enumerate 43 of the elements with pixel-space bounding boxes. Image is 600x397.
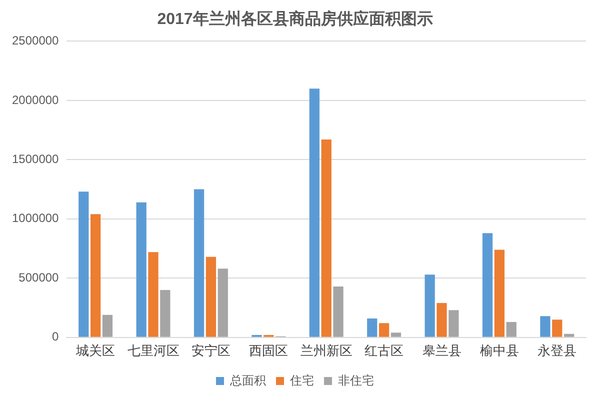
bar — [424, 274, 435, 337]
bar — [436, 303, 447, 337]
bar — [102, 314, 113, 337]
y-tick-label: 1000000 — [12, 211, 60, 226]
y-tick-label: 2000000 — [12, 92, 60, 107]
bar — [367, 318, 378, 337]
bar — [482, 233, 493, 337]
bar — [540, 316, 550, 337]
bar — [506, 322, 516, 337]
bar — [148, 252, 158, 337]
y-tick-label: 500000 — [18, 270, 60, 284]
bar — [494, 250, 505, 337]
bar — [552, 320, 562, 337]
x-tick-label: 榆中县 — [480, 342, 519, 358]
legend-label: 总面积 — [229, 373, 266, 388]
chart-title: 2017年兰州各区县商品房供应面积图示 — [157, 9, 433, 28]
bar — [194, 189, 204, 337]
bar — [78, 192, 89, 337]
x-tick-label: 永登县 — [538, 342, 577, 358]
x-tick-label: 红古区 — [364, 342, 404, 358]
bar — [333, 286, 344, 337]
bar — [136, 202, 146, 337]
x-tick-label: 西固区 — [249, 342, 288, 358]
y-tick-label: 1500000 — [12, 152, 60, 166]
y-tick-label: 0 — [52, 330, 60, 344]
x-tick-label: 城关区 — [75, 342, 116, 358]
y-tick-label: 2500000 — [12, 34, 60, 48]
bar — [448, 310, 459, 337]
bar — [390, 332, 402, 337]
x-tick-label: 安宁区 — [191, 342, 230, 358]
bar — [160, 290, 170, 337]
bar — [90, 214, 101, 337]
bar — [321, 140, 332, 337]
bar — [309, 88, 320, 337]
bar — [378, 323, 390, 337]
x-tick-label: 皋兰县 — [422, 342, 462, 358]
bar — [564, 334, 574, 337]
legend-label: 非住宅 — [338, 373, 374, 388]
bar — [206, 256, 216, 337]
x-tick-label: 兰州新区 — [300, 342, 352, 358]
legend-label: 住宅 — [289, 373, 314, 388]
x-tick-label: 七里河区 — [127, 342, 180, 358]
bar — [218, 268, 228, 337]
